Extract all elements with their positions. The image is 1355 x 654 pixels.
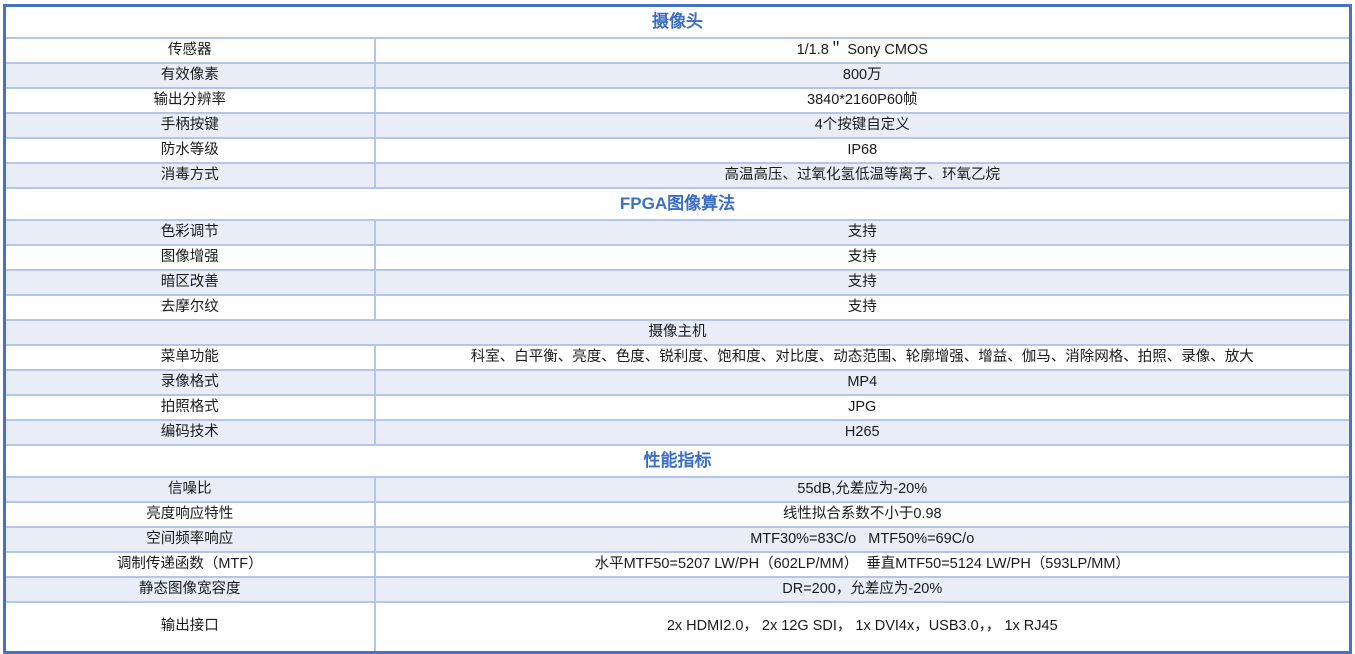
- table-row: 亮度响应特性 线性拟合系数不小于0.98: [4, 501, 1351, 528]
- table-row: 空间频率响应 MTF30%=83C/o MTF50%=69C/o: [4, 526, 1351, 553]
- row-label: 录像格式: [4, 369, 376, 396]
- row-value: 支持: [374, 219, 1351, 246]
- specification-table-body: 摄像头 传感器 1/1.8＂ Sony CMOS 有效像素 800万 输出分辨率…: [4, 5, 1351, 654]
- row-label: 色彩调节: [4, 219, 376, 246]
- row-label: 拍照格式: [4, 394, 376, 421]
- row-value: 55dB,允差应为-20%: [374, 476, 1351, 503]
- table-row: 手柄按键 4个按键自定义: [4, 112, 1351, 139]
- table-row: 图像增强 支持: [4, 244, 1351, 271]
- row-label: 手柄按键: [4, 112, 376, 139]
- table-row: 拍照格式 JPG: [4, 394, 1351, 421]
- table-row: 色彩调节 支持: [4, 219, 1351, 246]
- subsection-header-host: 摄像主机: [4, 319, 1351, 346]
- row-value: 线性拟合系数不小于0.98: [374, 501, 1351, 528]
- table-row: 传感器 1/1.8＂ Sony CMOS: [4, 37, 1351, 64]
- table-row: 调制传递函数（MTF） 水平MTF50=5207 LW/PH（602LP/MM）…: [4, 551, 1351, 578]
- row-value: 1/1.8＂ Sony CMOS: [374, 37, 1351, 64]
- table-row: 信噪比 55dB,允差应为-20%: [4, 476, 1351, 503]
- row-value: 3840*2160P60帧: [374, 87, 1351, 114]
- row-label: 暗区改善: [4, 269, 376, 296]
- table-row: 防水等级 IP68: [4, 137, 1351, 164]
- row-value: 水平MTF50=5207 LW/PH（602LP/MM） 垂直MTF50=512…: [374, 551, 1351, 578]
- table-row: 去摩尔纹 支持: [4, 294, 1351, 321]
- row-value: 4个按键自定义: [374, 112, 1351, 139]
- row-label: 防水等级: [4, 137, 376, 164]
- row-value: IP68: [374, 137, 1351, 164]
- row-label: 调制传递函数（MTF）: [4, 551, 376, 578]
- table-row: 消毒方式 高温高压、过氧化氢低温等离子、环氧乙烷: [4, 162, 1351, 189]
- row-label: 空间频率响应: [4, 526, 376, 553]
- row-value: MP4: [374, 369, 1351, 396]
- section-header-label: FPGA图像算法: [4, 187, 1351, 221]
- row-label: 信噪比: [4, 476, 376, 503]
- table-row: 有效像素 800万: [4, 62, 1351, 89]
- section-header-label: 性能指标: [4, 444, 1351, 478]
- row-label: 编码技术: [4, 419, 376, 446]
- row-label: 消毒方式: [4, 162, 376, 189]
- row-label: 菜单功能: [4, 344, 376, 371]
- row-label: 输出接口: [4, 601, 376, 654]
- specification-table: 摄像头 传感器 1/1.8＂ Sony CMOS 有效像素 800万 输出分辨率…: [3, 4, 1352, 654]
- table-row: 录像格式 MP4: [4, 369, 1351, 396]
- table-row: 菜单功能 科室、白平衡、亮度、色度、锐利度、饱和度、对比度、动态范围、轮廓增强、…: [4, 344, 1351, 371]
- row-label: 去摩尔纹: [4, 294, 376, 321]
- row-value: 高温高压、过氧化氢低温等离子、环氧乙烷: [374, 162, 1351, 189]
- row-label: 静态图像宽容度: [4, 576, 376, 603]
- section-header-fpga: FPGA图像算法: [4, 187, 1351, 221]
- table-row: 静态图像宽容度 DR=200，允差应为-20%: [4, 576, 1351, 603]
- row-value: DR=200，允差应为-20%: [374, 576, 1351, 603]
- table-row: 输出接口 2x HDMI2.0， 2x 12G SDI， 1x DVI4x，US…: [4, 601, 1351, 654]
- section-header-performance: 性能指标: [4, 444, 1351, 478]
- row-value: 科室、白平衡、亮度、色度、锐利度、饱和度、对比度、动态范围、轮廓增强、增益、伽马…: [374, 344, 1351, 371]
- row-label: 传感器: [4, 37, 376, 64]
- row-value: JPG: [374, 394, 1351, 421]
- row-value: MTF30%=83C/o MTF50%=69C/o: [374, 526, 1351, 553]
- table-row: 暗区改善 支持: [4, 269, 1351, 296]
- table-row: 编码技术 H265: [4, 419, 1351, 446]
- subsection-header-label: 摄像主机: [4, 319, 1351, 346]
- section-header-camera: 摄像头: [4, 5, 1351, 39]
- section-header-label: 摄像头: [4, 5, 1351, 39]
- row-label: 亮度响应特性: [4, 501, 376, 528]
- row-value: 支持: [374, 244, 1351, 271]
- row-value: H265: [374, 419, 1351, 446]
- row-value: 800万: [374, 62, 1351, 89]
- table-row: 输出分辨率 3840*2160P60帧: [4, 87, 1351, 114]
- row-value: 支持: [374, 269, 1351, 296]
- row-label: 图像增强: [4, 244, 376, 271]
- row-label: 输出分辨率: [4, 87, 376, 114]
- row-value: 支持: [374, 294, 1351, 321]
- row-value: 2x HDMI2.0， 2x 12G SDI， 1x DVI4x，USB3.0，…: [374, 601, 1351, 654]
- row-label: 有效像素: [4, 62, 376, 89]
